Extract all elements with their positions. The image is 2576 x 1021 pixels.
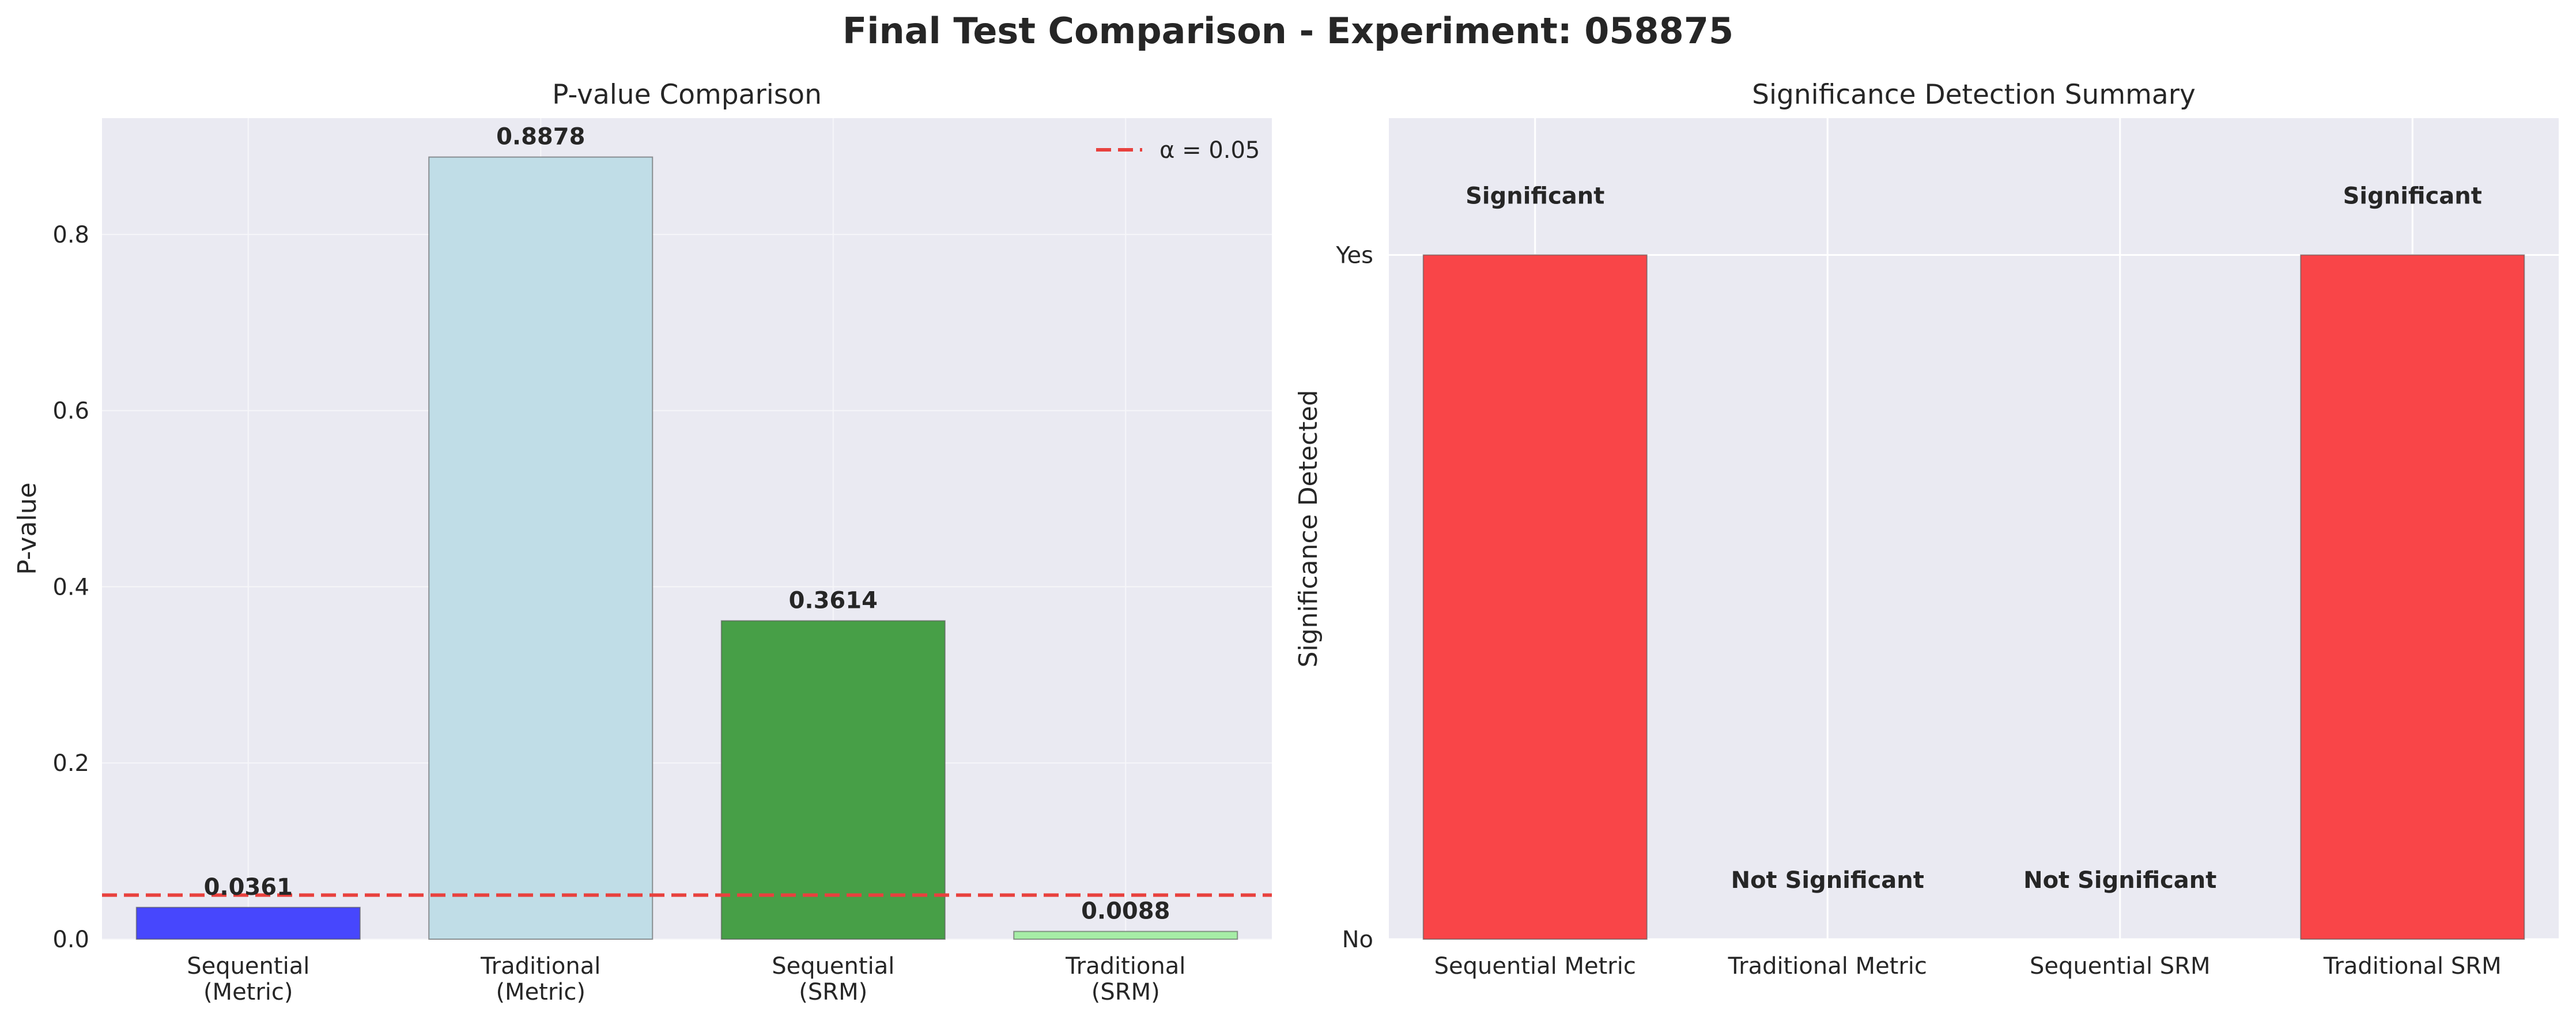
significance-ytick-label: No [1342, 927, 1373, 953]
significance-y-axis-label: Significance Detected [1294, 390, 1323, 668]
legend-label: α = 0.05 [1159, 137, 1260, 164]
pvalue-xtick-label: (SRM) [1091, 979, 1160, 1005]
pvalue-plot-area [102, 118, 1272, 939]
significance-bar [2300, 254, 2525, 940]
pvalue-xtick-label: Sequential [187, 953, 309, 980]
pvalue-value-label: 0.0088 [1081, 898, 1170, 925]
pvalue-xtick-label: Traditional [480, 953, 600, 980]
pvalue-ytick-label: 0.2 [52, 750, 89, 777]
significance-value-label: Not Significant [1731, 867, 1924, 894]
significance-xtick-label: Traditional Metric [1728, 953, 1927, 980]
significance-chart-title: Significance Detection Summary [1752, 79, 2196, 111]
pvalue-y-axis-label: P-value [13, 482, 42, 574]
pvalue-ytick-label: 0.0 [52, 927, 89, 953]
significance-value-label: Significant [1465, 183, 1604, 209]
significance-bar [1422, 254, 1648, 940]
significance-value-label: Not Significant [2023, 867, 2216, 894]
pvalue-bar [1013, 931, 1238, 940]
pvalue-ytick-label: 0.4 [52, 574, 89, 600]
figure-title: Final Test Comparison - Experiment: 0588… [843, 10, 1733, 52]
pvalue-bar [135, 906, 361, 940]
pvalue-xtick-label: (Metric) [203, 979, 293, 1005]
significance-xtick-label: Traditional SRM [2323, 953, 2502, 980]
pvalue-chart-title: P-value Comparison [552, 79, 822, 111]
significance-ytick-label: Yes [1335, 243, 1373, 269]
pvalue-bar [720, 620, 946, 940]
pvalue-value-label: 0.3614 [789, 587, 878, 614]
significance-chart: Significant Not Significant Not Significan… [1294, 79, 2559, 980]
pvalue-xtick-label: Sequential [772, 953, 894, 980]
pvalue-xtick-label: (Metric) [496, 979, 586, 1005]
significance-value-label: Significant [2343, 183, 2482, 209]
pvalue-bar [428, 156, 654, 940]
pvalue-value-label: 0.0361 [204, 874, 293, 901]
pvalue-ytick-label: 0.8 [52, 222, 89, 248]
pvalue-chart: α = 0.05 0.0361 0.8878 0.3614 0.0088 0.0 0.2 0.… [13, 79, 1272, 1005]
significance-xtick-label: Sequential SRM [2030, 953, 2211, 980]
pvalue-xtick-label: (SRM) [799, 979, 867, 1005]
pvalue-value-label: 0.8878 [496, 124, 585, 150]
pvalue-xtick-label: Traditional [1065, 953, 1185, 980]
pvalue-ytick-label: 0.6 [52, 398, 89, 425]
significance-xtick-label: Sequential Metric [1434, 953, 1636, 980]
